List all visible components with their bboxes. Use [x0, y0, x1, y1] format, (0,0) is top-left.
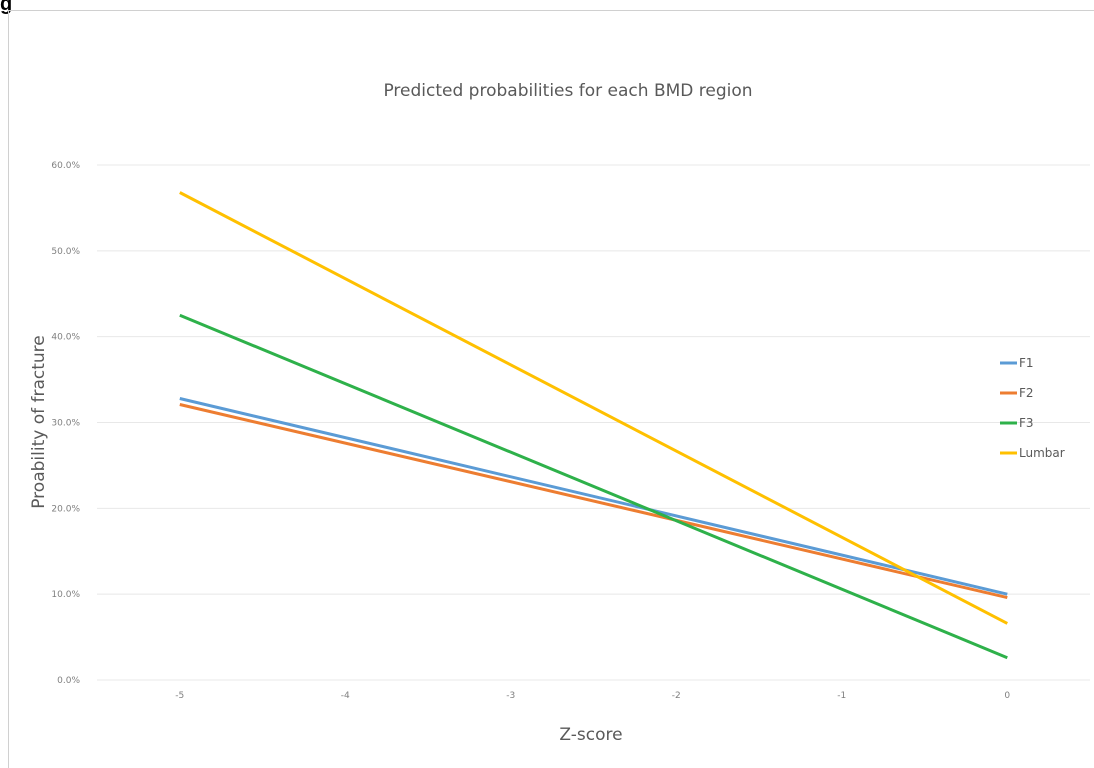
- y-tick-label: 50.0%: [51, 247, 80, 257]
- y-tick-label: 10.0%: [51, 590, 80, 600]
- gridlines: [97, 164, 1090, 681]
- y-tick-label: 30.0%: [51, 419, 80, 429]
- y-axis-title: Proability of fracture: [29, 335, 49, 509]
- legend-label-f1: F1: [1019, 356, 1034, 370]
- y-tick-label: 60.0%: [51, 161, 80, 171]
- legend-label-lumbar: Lumbar: [1019, 446, 1065, 460]
- x-tick-label: -3: [506, 691, 515, 701]
- series-lines: [179, 191, 1008, 660]
- y-tick-label: 40.0%: [51, 333, 80, 343]
- y-axis-tick-labels: 0.0% 10.0% 20.0% 30.0% 40.0% 50.0% 60.0%: [51, 161, 80, 686]
- legend-label-f2: F2: [1019, 386, 1034, 400]
- x-tick-label: 0: [1004, 691, 1010, 701]
- legend: F1 F2 F3 Lumbar: [1000, 356, 1065, 460]
- series-line-f3: [179, 313, 1008, 660]
- x-tick-label: -1: [837, 691, 846, 701]
- chart-title: Predicted probabilities for each BMD reg…: [383, 81, 752, 101]
- x-axis-tick-labels: -5 -4 -3 -2 -1 0: [175, 691, 1010, 701]
- x-tick-label: -5: [175, 691, 184, 701]
- series-line-lumbar: [179, 191, 1008, 625]
- legend-label-f3: F3: [1019, 416, 1034, 430]
- series-line-f1: [179, 397, 1008, 596]
- chart-frame: [8, 10, 1094, 768]
- series-line-f2: [179, 403, 1008, 600]
- y-tick-label: 20.0%: [51, 504, 80, 514]
- y-tick-label: 0.0%: [57, 676, 80, 686]
- x-tick-label: -2: [672, 691, 681, 701]
- x-axis-title: Z-score: [559, 725, 622, 745]
- x-tick-label: -4: [341, 691, 350, 701]
